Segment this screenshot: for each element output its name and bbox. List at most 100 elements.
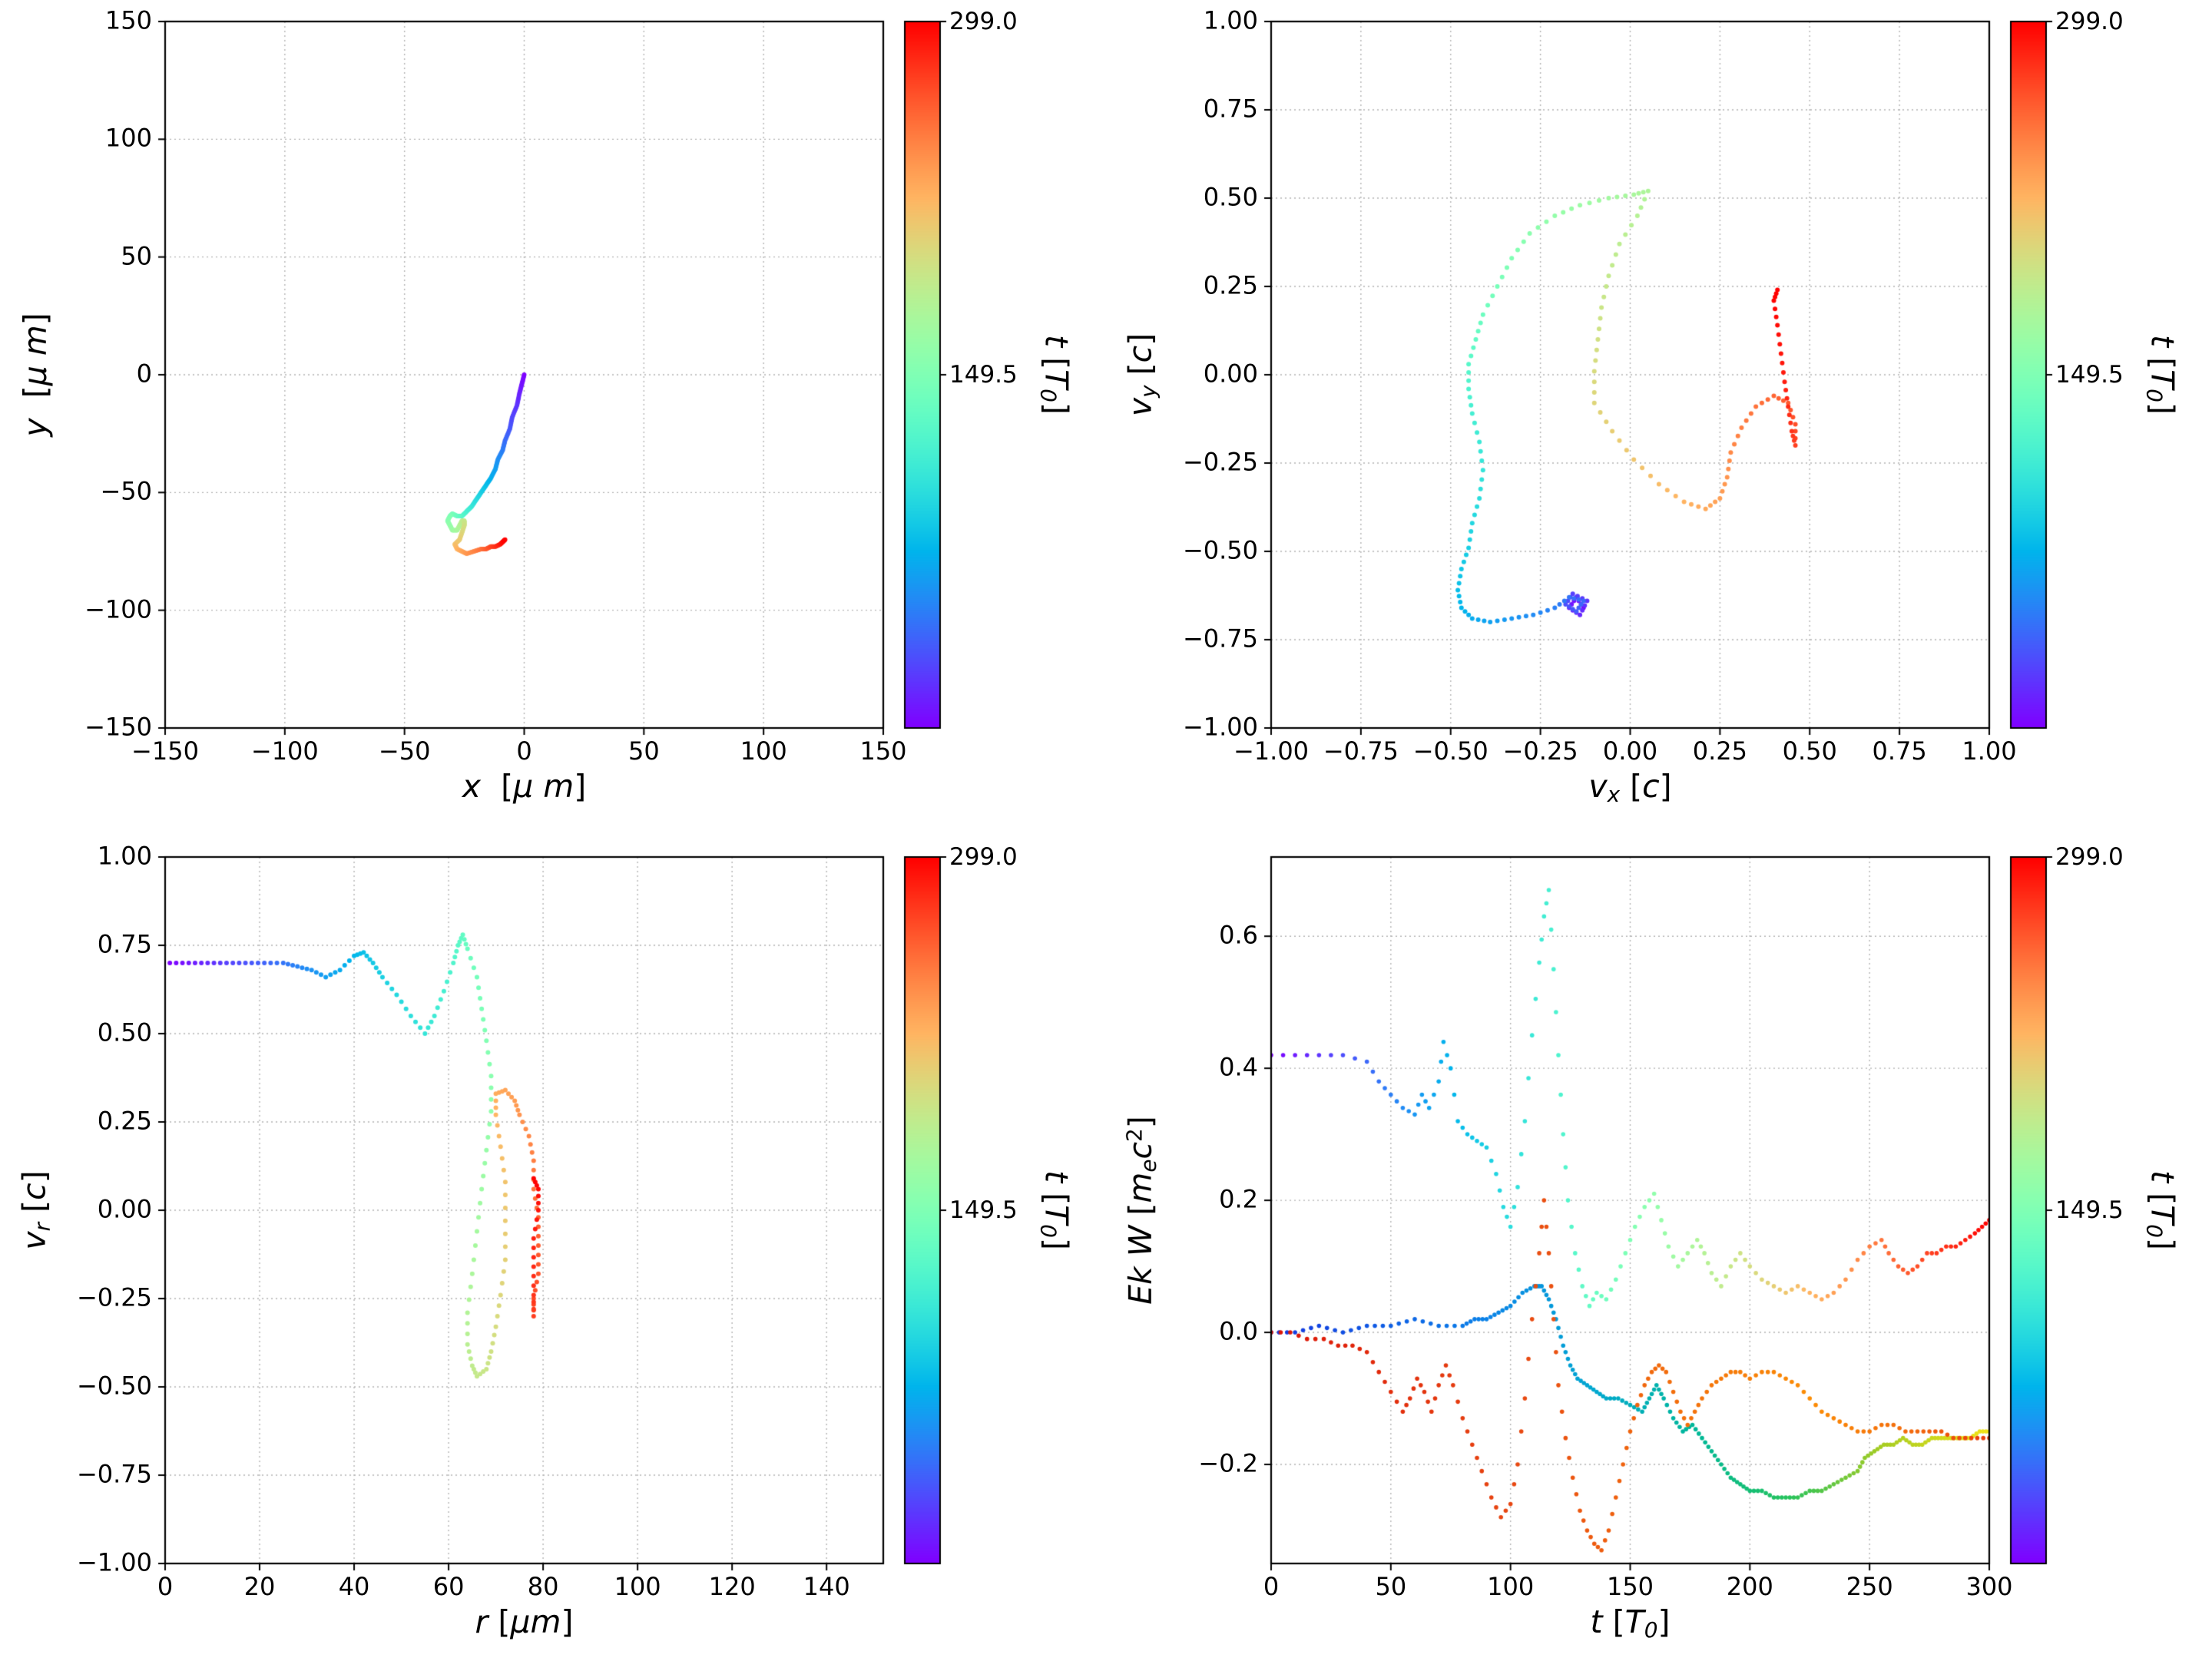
y-tick-label: 50 [121, 241, 152, 271]
y-tick-label: −0.75 [76, 1459, 152, 1489]
label-segment: [ [2144, 347, 2181, 370]
label-segment: t [2144, 1170, 2181, 1183]
label-segment: ] [15, 1170, 53, 1183]
y-tick-label: 0.00 [97, 1194, 152, 1224]
label-segment: ] [1657, 1603, 1671, 1640]
label-segment: x [1607, 781, 1621, 807]
label-segment: ] [2144, 1237, 2181, 1250]
colorbar-label: t [T0] [1036, 1170, 1075, 1250]
y-tick-label: 0.50 [97, 1017, 152, 1047]
label-segment: x [462, 768, 492, 805]
x-tick-label: 140 [803, 1572, 850, 1601]
y-tick-label: 1.00 [97, 841, 152, 871]
x-tick-label: −50 [378, 736, 431, 766]
label-segment: T [2144, 1205, 2181, 1225]
colorbar-tick-label: 149.5 [2055, 360, 2124, 389]
x-tick-label: −0.75 [1323, 736, 1399, 766]
label-segment: 0 [1035, 1224, 1061, 1238]
x-axis-label: r [μm] [475, 1603, 574, 1640]
label-segment: ] [561, 1603, 574, 1640]
label-segment: μ m [513, 768, 575, 805]
label-segment: [ [2144, 1183, 2181, 1206]
y-tick-label: −0.25 [76, 1282, 152, 1312]
x-tick-label: 1.00 [1962, 736, 2017, 766]
y-tick-label: 0.4 [1219, 1052, 1258, 1082]
x-tick-label: 150 [859, 736, 907, 766]
x-tick-label: 250 [1846, 1572, 1893, 1601]
label-segment: [ [488, 1603, 511, 1640]
y-tick-label: 0 [136, 359, 152, 389]
colorbar-label: t [T0] [2142, 1170, 2181, 1250]
label-segment: 0 [1035, 389, 1061, 402]
label-segment: ] [2144, 402, 2181, 415]
y-tick-label: −0.50 [76, 1371, 152, 1401]
y-tick-label: −0.75 [1182, 624, 1258, 654]
label-segment: v [1588, 768, 1608, 805]
position-xy-canvas [0, 0, 1106, 836]
y-tick-label: −50 [100, 477, 152, 507]
panel-velocity-space: vx [c] vy [c] t [T0] −1.00 −0.75 −0.50 −0.2… [1106, 0, 2212, 836]
label-segment: T [1624, 1603, 1644, 1640]
y-tick-label: 150 [104, 5, 152, 35]
x-tick-label: 60 [432, 1572, 465, 1601]
y-tick-label: 0.6 [1219, 920, 1258, 950]
x-axis-label: x [μ m] [462, 768, 586, 805]
y-tick-label: −0.25 [1182, 447, 1258, 477]
label-segment: v [1121, 397, 1159, 417]
colorbar-tick-label: 299.0 [949, 7, 1018, 35]
x-tick-label: 100 [614, 1572, 661, 1601]
x-tick-label: 0 [1263, 1572, 1280, 1601]
label-segment: T [2144, 369, 2181, 389]
label-segment: ] [1038, 1237, 1075, 1250]
x-tick-label: 120 [708, 1572, 756, 1601]
y-tick-label: 0.00 [1203, 359, 1258, 389]
radial-phase-space-canvas [0, 836, 1106, 1671]
colorbar-label: t [T0] [1036, 335, 1075, 415]
label-segment: ] [574, 768, 587, 805]
label-segment: 2 [1121, 1128, 1147, 1142]
label-segment: ] [1038, 402, 1075, 415]
y-tick-label: −100 [84, 594, 152, 624]
label-segment: [ [17, 385, 54, 409]
y-tick-label: −0.2 [1198, 1448, 1258, 1478]
colorbar-tick-label: 299.0 [949, 842, 1018, 871]
y-tick-label: 0.25 [97, 1106, 152, 1136]
x-tick-label: −0.25 [1502, 736, 1578, 766]
colorbar-tick-label: 149.5 [949, 1196, 1018, 1224]
x-tick-label: 50 [1375, 1572, 1407, 1601]
label-segment: t [1038, 1170, 1075, 1183]
x-tick-label: 200 [1726, 1572, 1773, 1601]
label-segment: [ [1620, 768, 1643, 805]
label-segment: T [1038, 369, 1075, 389]
x-tick-label: 0.75 [1872, 736, 1927, 766]
x-tick-label: 0.50 [1782, 736, 1837, 766]
colorbar-tick-label: 299.0 [2055, 7, 2124, 35]
panel-position-xy: x [μ m] y [μ m] t [T0] −150 −100 −50 0 50 100… [0, 0, 1106, 836]
colorbar-tick-label: 149.5 [949, 360, 1018, 389]
label-segment: ] [1121, 1116, 1159, 1129]
x-tick-label: 20 [243, 1572, 276, 1601]
y-tick-label: 0.2 [1219, 1184, 1258, 1214]
y-tick-label: −1.00 [1182, 712, 1258, 742]
y-tick-label: 100 [104, 124, 152, 154]
y-tick-label: 0.75 [1203, 94, 1258, 124]
x-tick-label: 300 [1965, 1572, 2013, 1601]
y-tick-label: 1.00 [1203, 5, 1258, 35]
label-segment: t [2144, 335, 2181, 348]
label-segment: t [1590, 1603, 1603, 1640]
velocity-space-canvas [1106, 0, 2212, 836]
colorbar-label: t [T0] [2142, 335, 2181, 415]
panel-energy-work-time: t [T0] Ek W [mec2] t [T0] 0 50 100 150 200 25… [1106, 836, 2212, 1671]
label-segment: [ [1038, 347, 1075, 370]
label-segment: Ek W [1121, 1225, 1159, 1305]
y-tick-label: 0.75 [97, 929, 152, 959]
x-tick-label: −150 [131, 736, 199, 766]
label-segment: c [1121, 1141, 1159, 1160]
label-segment: r [475, 1603, 488, 1640]
x-tick-label: −0.50 [1412, 736, 1488, 766]
x-tick-label: 0.00 [1602, 736, 1658, 766]
y-tick-label: 0.0 [1219, 1316, 1258, 1346]
x-tick-label: −100 [250, 736, 319, 766]
label-segment: r [29, 1222, 55, 1232]
